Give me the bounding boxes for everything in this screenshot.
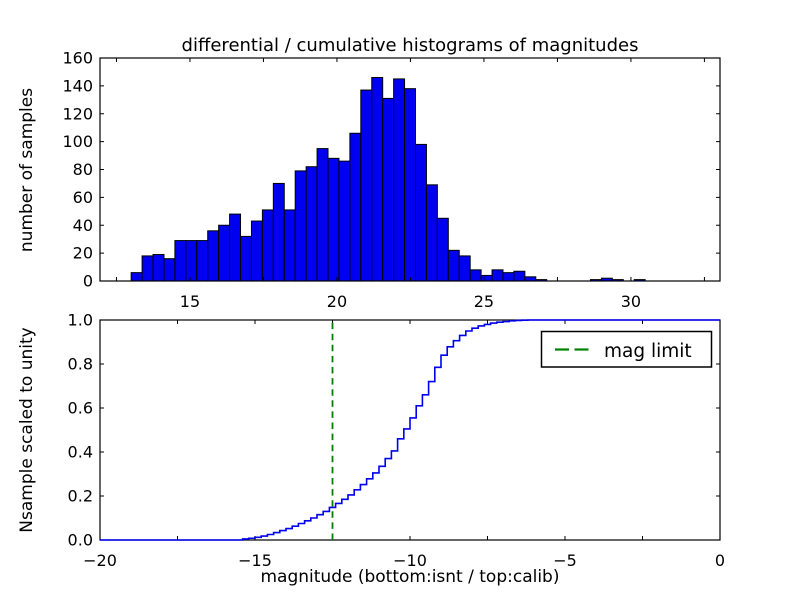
histogram-bar (294, 170, 307, 282)
x-tick-label: −20 (83, 551, 117, 570)
bottom-cumulative-plot: 0.0 0.2 0.4 0.6 0.8 1.0 −20 −15 −10 −5 0 (68, 311, 726, 571)
histogram-bar (469, 269, 482, 282)
cumulative-step-curve (100, 319, 720, 541)
y-tick-label: 0.0 (68, 531, 93, 550)
y-tick-label: 140 (62, 76, 93, 95)
y-tick-label: 0.2 (68, 487, 93, 506)
histogram-bar (382, 97, 395, 282)
histogram-bar (152, 254, 165, 282)
histogram-bar (283, 209, 296, 282)
chart-title: differential / cumulative histograms of … (182, 35, 639, 56)
x-tick-label: 0 (715, 551, 725, 570)
legend-box (540, 330, 713, 368)
histogram-bar (174, 240, 187, 282)
axes-frame (99, 319, 721, 541)
x-tick-label: 25 (474, 292, 494, 311)
x-tick-label: 30 (621, 292, 641, 311)
histogram-bar (371, 77, 384, 282)
histogram-bar (425, 184, 438, 282)
histogram-bar (261, 209, 274, 282)
histogram-bar (272, 182, 285, 282)
bottom-y-axis-label: Nsample scaled to unity (17, 327, 37, 532)
histogram-bar (480, 274, 493, 282)
y-tick-label: 100 (62, 132, 93, 151)
histogram-bar (185, 240, 198, 282)
y-tick-label: 60 (73, 188, 93, 207)
histogram-bar (502, 272, 515, 282)
y-tick-label: 120 (62, 104, 93, 123)
histogram-bar (250, 220, 263, 282)
histogram-bar (130, 272, 143, 282)
histogram-bar (141, 255, 154, 282)
histogram-bar (196, 240, 209, 282)
histogram-bar (436, 217, 449, 282)
histogram-bar (414, 143, 427, 282)
histogram-bar (458, 255, 471, 282)
histogram-bar (327, 157, 340, 282)
histogram-bar (338, 160, 351, 282)
y-tick-label: 160 (62, 49, 93, 68)
axes-frame (99, 57, 721, 282)
y-tick-label: 0.8 (68, 355, 93, 374)
histogram-bar (404, 88, 416, 282)
histogram-bar (207, 230, 220, 282)
y-tick-label: 1.0 (68, 311, 93, 330)
histogram-bar (513, 270, 526, 282)
histogram-bar (316, 148, 329, 282)
legend: mag limit (540, 330, 713, 368)
x-tick-label: −10 (393, 551, 427, 570)
x-tick-label: −15 (238, 551, 272, 570)
top-histogram-plot: 0 20 40 60 80 100 120 140 160 15 20 25 30 (62, 49, 721, 311)
histogram-bar (393, 78, 406, 282)
histogram-bar (524, 276, 537, 282)
histogram-bar (218, 224, 231, 282)
y-tick-label: 40 (73, 216, 93, 235)
histogram-bars (130, 77, 646, 282)
y-tick-label: 0 (83, 272, 93, 291)
y-tick-label: 0.6 (68, 399, 93, 418)
bottom-x-axis-label: magnitude (bottom:isnt / top:calib) (261, 567, 560, 587)
histogram-bar (305, 166, 318, 282)
y-tick-label: 80 (73, 160, 93, 179)
top-y-axis-label: number of samples (17, 88, 37, 252)
histogram-bar (349, 132, 362, 282)
histogram-bar (163, 258, 176, 282)
x-tick-label: −5 (553, 551, 577, 570)
histogram-bar (240, 235, 252, 282)
histogram-bar (447, 249, 460, 282)
histogram-bar (360, 89, 373, 282)
x-tick-label: 20 (327, 292, 347, 311)
histogram-bar (491, 269, 504, 282)
histogram-bar (229, 213, 242, 282)
legend-label-mag-limit: mag limit (604, 341, 692, 362)
y-tick-label: 20 (73, 244, 93, 263)
y-tick-label: 0.4 (68, 443, 93, 462)
x-tick-label: 15 (180, 292, 200, 311)
